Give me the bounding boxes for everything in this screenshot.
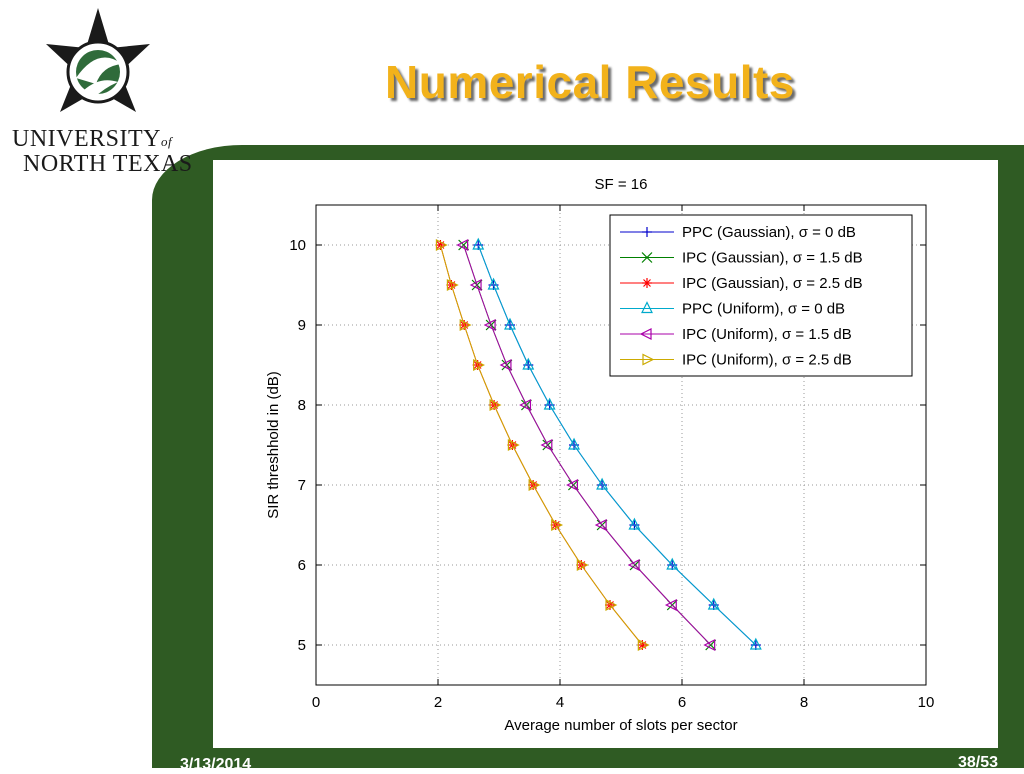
university-logo (46, 8, 150, 112)
legend-item: PPC (Gaussian), σ = 0 dB (620, 224, 856, 241)
legend-marker (639, 328, 652, 340)
y-tick-label: 7 (298, 477, 306, 494)
y-tick-label: 5 (298, 637, 306, 654)
legend-marker (642, 353, 655, 366)
legend-label: IPC (Uniform), σ = 1.5 dB (682, 326, 852, 343)
data-point (666, 557, 679, 570)
data-point (605, 599, 618, 611)
slide-title: Numerical Results (385, 56, 795, 108)
y-tick-label: 8 (298, 397, 306, 414)
legend-item: IPC (Gaussian), σ = 1.5 dB (620, 250, 863, 267)
data-point (507, 439, 520, 451)
legend-label: IPC (Gaussian), σ = 1.5 dB (682, 250, 863, 267)
data-point (456, 239, 469, 251)
data-point (540, 439, 553, 451)
data-point (487, 277, 500, 290)
slide-page-number: 38/53 (958, 754, 999, 771)
x-tick-label: 10 (918, 694, 935, 711)
data-point (664, 599, 677, 611)
legend-item: IPC (Gaussian), σ = 2.5 dB (620, 275, 863, 292)
data-point (472, 237, 485, 250)
y-tick-label: 6 (298, 557, 306, 574)
sir-threshold-chart: 0 2 4 6 8 10 5 6 7 8 9 10 SF = 16 Average number of s… (265, 176, 935, 734)
axes-box (315, 204, 927, 686)
data-point (628, 517, 641, 530)
wordmark-north-texas: NORTH TEXAS (23, 151, 193, 177)
series-line-6 (439, 244, 643, 646)
y-tick-label: 10 (289, 237, 306, 254)
legend-box (609, 214, 913, 377)
chart-title: SF = 16 (595, 176, 648, 193)
data-point (637, 640, 648, 650)
data-point (637, 639, 650, 651)
data-point (504, 317, 516, 330)
data-point (459, 319, 472, 331)
legend: PPC (Gaussian), σ = 0 dB IPC (Gaussian), … (609, 214, 913, 377)
legend-item: IPC (Uniform), σ = 1.5 dB (620, 326, 852, 343)
data-point (627, 559, 640, 571)
y-tick-label: 9 (298, 317, 306, 334)
x-tick-label: 2 (434, 694, 442, 711)
series-5 (456, 239, 716, 651)
data-point (446, 279, 459, 291)
legend-label: PPC (Uniform), σ = 0 dB (682, 301, 845, 318)
y-axis-label: SIR threshhold in (dB) (265, 371, 282, 519)
legend-marker (641, 301, 653, 314)
legend-marker (642, 227, 652, 237)
data-point (568, 437, 581, 450)
data-point (703, 639, 716, 651)
data-point (469, 279, 482, 291)
data-point (499, 359, 512, 371)
data-point (566, 479, 579, 491)
series-line-4 (477, 244, 757, 646)
legend-marker (642, 278, 652, 288)
wordmark-university: UNIVERSITY (12, 126, 161, 152)
series-line-5 (463, 244, 712, 646)
slide-date: 3/13/2014 (180, 756, 252, 773)
series-4 (472, 237, 762, 650)
data-point (489, 399, 502, 411)
data-point (551, 519, 564, 531)
legend-label: IPC (Uniform), σ = 2.5 dB (682, 352, 852, 369)
data-point (576, 559, 589, 571)
data-point (473, 359, 485, 371)
legend-item: IPC (Uniform), σ = 2.5 dB (620, 352, 852, 369)
legend-item: PPC (Uniform), σ = 0 dB (620, 301, 845, 318)
data-point (522, 357, 535, 370)
wordmark-of: of (161, 134, 173, 149)
data-point (483, 319, 496, 331)
data-point (519, 399, 532, 411)
data-point (528, 479, 541, 491)
university-wordmark: UNIVERSITYof NORTH TEXAS (12, 126, 193, 177)
data-point (594, 519, 607, 531)
x-tick-label: 8 (800, 694, 808, 711)
series-6 (435, 239, 650, 651)
x-tick-label: 6 (678, 694, 686, 711)
legend-label: IPC (Gaussian), σ = 2.5 dB (682, 275, 863, 292)
data-point (749, 637, 762, 650)
x-axis-label: Average number of slots per sector (504, 717, 737, 734)
x-tick-label: 4 (556, 694, 564, 711)
data-point (435, 239, 448, 251)
x-tick-label: 0 (312, 694, 320, 711)
data-point (707, 597, 720, 610)
data-point (543, 397, 556, 410)
legend-label: PPC (Gaussian), σ = 0 dB (682, 224, 856, 241)
legend-marker (641, 252, 653, 263)
data-point (596, 477, 609, 490)
